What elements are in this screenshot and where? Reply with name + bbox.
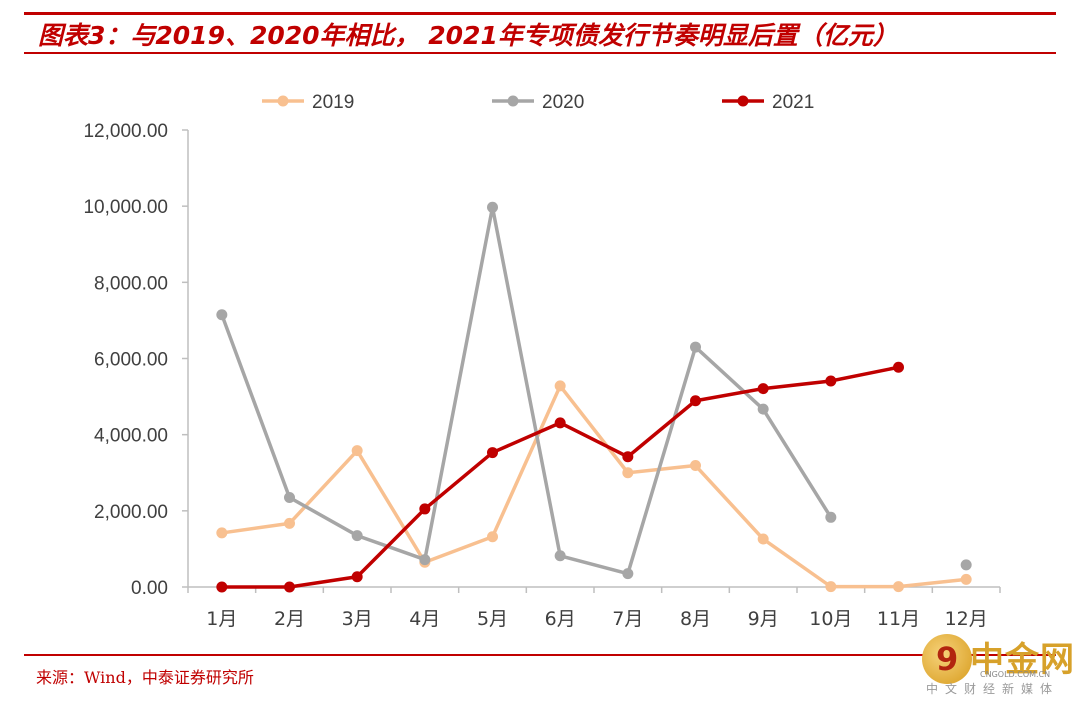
watermark-tagline: 中文财经新媒体 bbox=[926, 682, 1060, 696]
data-point-2019 bbox=[216, 527, 228, 539]
watermark-name: 中金网 bbox=[970, 640, 1075, 680]
y-tick-label: 4,000.00 bbox=[94, 426, 168, 447]
data-point-2021 bbox=[216, 581, 228, 593]
x-tick-label: 3月 bbox=[342, 608, 373, 630]
legend-marker bbox=[737, 95, 749, 107]
data-point-2021 bbox=[757, 383, 769, 395]
data-point-2019 bbox=[622, 467, 634, 479]
x-tick-label: 9月 bbox=[748, 608, 779, 630]
series-2021 bbox=[216, 361, 904, 593]
footer-rule bbox=[24, 654, 1056, 656]
title-top-rule bbox=[24, 12, 1056, 15]
data-point-2019 bbox=[351, 445, 363, 457]
chart-legend: 2019 2020 2021 bbox=[262, 92, 814, 113]
data-point-2021 bbox=[893, 361, 904, 373]
legend-marker bbox=[277, 95, 289, 107]
legend-label: 2019 bbox=[312, 92, 354, 113]
data-point-2020 bbox=[351, 530, 363, 542]
data-point-2021 bbox=[622, 451, 634, 463]
watermark-logo: 9 中金网 CNGOLD.COM.CN 中文财经新媒体 bbox=[918, 628, 1074, 698]
x-tick-label: 11月 bbox=[877, 608, 920, 630]
data-point-2021 bbox=[825, 375, 837, 387]
data-point-2021 bbox=[284, 581, 295, 593]
x-tick-label: 12月 bbox=[945, 608, 988, 630]
y-tick-label: 10,000.00 bbox=[83, 197, 168, 218]
series-line-2019 bbox=[221, 384, 967, 589]
legend-label: 2020 bbox=[542, 92, 584, 113]
data-point-2019 bbox=[487, 531, 498, 543]
legend-item-2020: 2020 bbox=[492, 92, 584, 113]
y-axis: 0.00 2,000.00 4,000.00 6,000.00 8,000.00 10,0… bbox=[83, 121, 189, 599]
series-2020 bbox=[216, 201, 972, 580]
data-point-2019 bbox=[690, 460, 701, 472]
data-point-2019 bbox=[893, 581, 904, 593]
data-point-2021 bbox=[351, 571, 363, 583]
y-tick-label: 2,000.00 bbox=[94, 502, 168, 523]
x-tick-label: 10月 bbox=[809, 608, 852, 630]
x-tick-label: 7月 bbox=[612, 608, 643, 630]
data-point-2020 bbox=[216, 309, 228, 321]
legend-item-2019: 2019 bbox=[262, 92, 354, 113]
plot-area bbox=[216, 201, 972, 593]
x-tick-label: 5月 bbox=[477, 608, 508, 630]
title-bottom-rule bbox=[24, 52, 1056, 54]
x-tick-label: 2月 bbox=[274, 608, 305, 630]
data-point-2020 bbox=[757, 403, 769, 415]
data-point-2019 bbox=[757, 533, 769, 545]
data-point-2021 bbox=[419, 503, 431, 515]
x-tick-label: 4月 bbox=[409, 608, 440, 630]
legend-label: 2021 bbox=[772, 92, 814, 113]
data-point-2020 bbox=[284, 492, 295, 504]
x-tick-label: 8月 bbox=[680, 608, 711, 630]
data-point-2019 bbox=[284, 517, 295, 529]
x-tick-label: 6月 bbox=[545, 608, 576, 630]
data-point-2019 bbox=[825, 581, 837, 593]
data-point-2020 bbox=[419, 554, 431, 566]
data-point-2021 bbox=[487, 447, 498, 459]
data-point-2020 bbox=[622, 568, 634, 580]
data-point-2020 bbox=[487, 201, 498, 213]
data-point-2020 bbox=[825, 511, 837, 523]
x-axis: 1月 2月 3月 4月 5月 6月 7月 8月 9月 10月 11月 12月 bbox=[187, 586, 1001, 630]
y-tick-label: 0.00 bbox=[131, 578, 168, 599]
x-tick-label: 1月 bbox=[206, 608, 237, 630]
y-tick-label: 6,000.00 bbox=[94, 350, 168, 371]
y-tick-label: 8,000.00 bbox=[94, 273, 168, 294]
data-point-2020 bbox=[960, 559, 972, 571]
page-title: 图表3：与2019、2020年相比， 2021年专项债发行节奏明显后置（亿元） bbox=[38, 21, 898, 50]
legend-item-2021: 2021 bbox=[722, 92, 814, 113]
series-line-2020 bbox=[220, 205, 833, 576]
data-point-2021 bbox=[554, 417, 566, 429]
y-tick-label: 12,000.00 bbox=[83, 121, 168, 142]
source-note: 来源：Wind，中泰证券研究所 bbox=[36, 668, 254, 687]
data-point-2019 bbox=[960, 573, 972, 585]
legend-marker bbox=[507, 95, 519, 107]
data-point-2020 bbox=[690, 341, 701, 353]
watermark-domain: CNGOLD.COM.CN bbox=[980, 670, 1051, 679]
line-chart: 2019 2020 2021 0.00 2,000.00 4,000.00 6,000.0… bbox=[83, 92, 1001, 630]
data-point-2019 bbox=[554, 380, 566, 392]
series-2019 bbox=[216, 380, 972, 593]
gold-coin-logo-icon: 9 bbox=[922, 634, 972, 684]
data-point-2020 bbox=[554, 550, 566, 562]
data-point-2021 bbox=[690, 395, 701, 407]
